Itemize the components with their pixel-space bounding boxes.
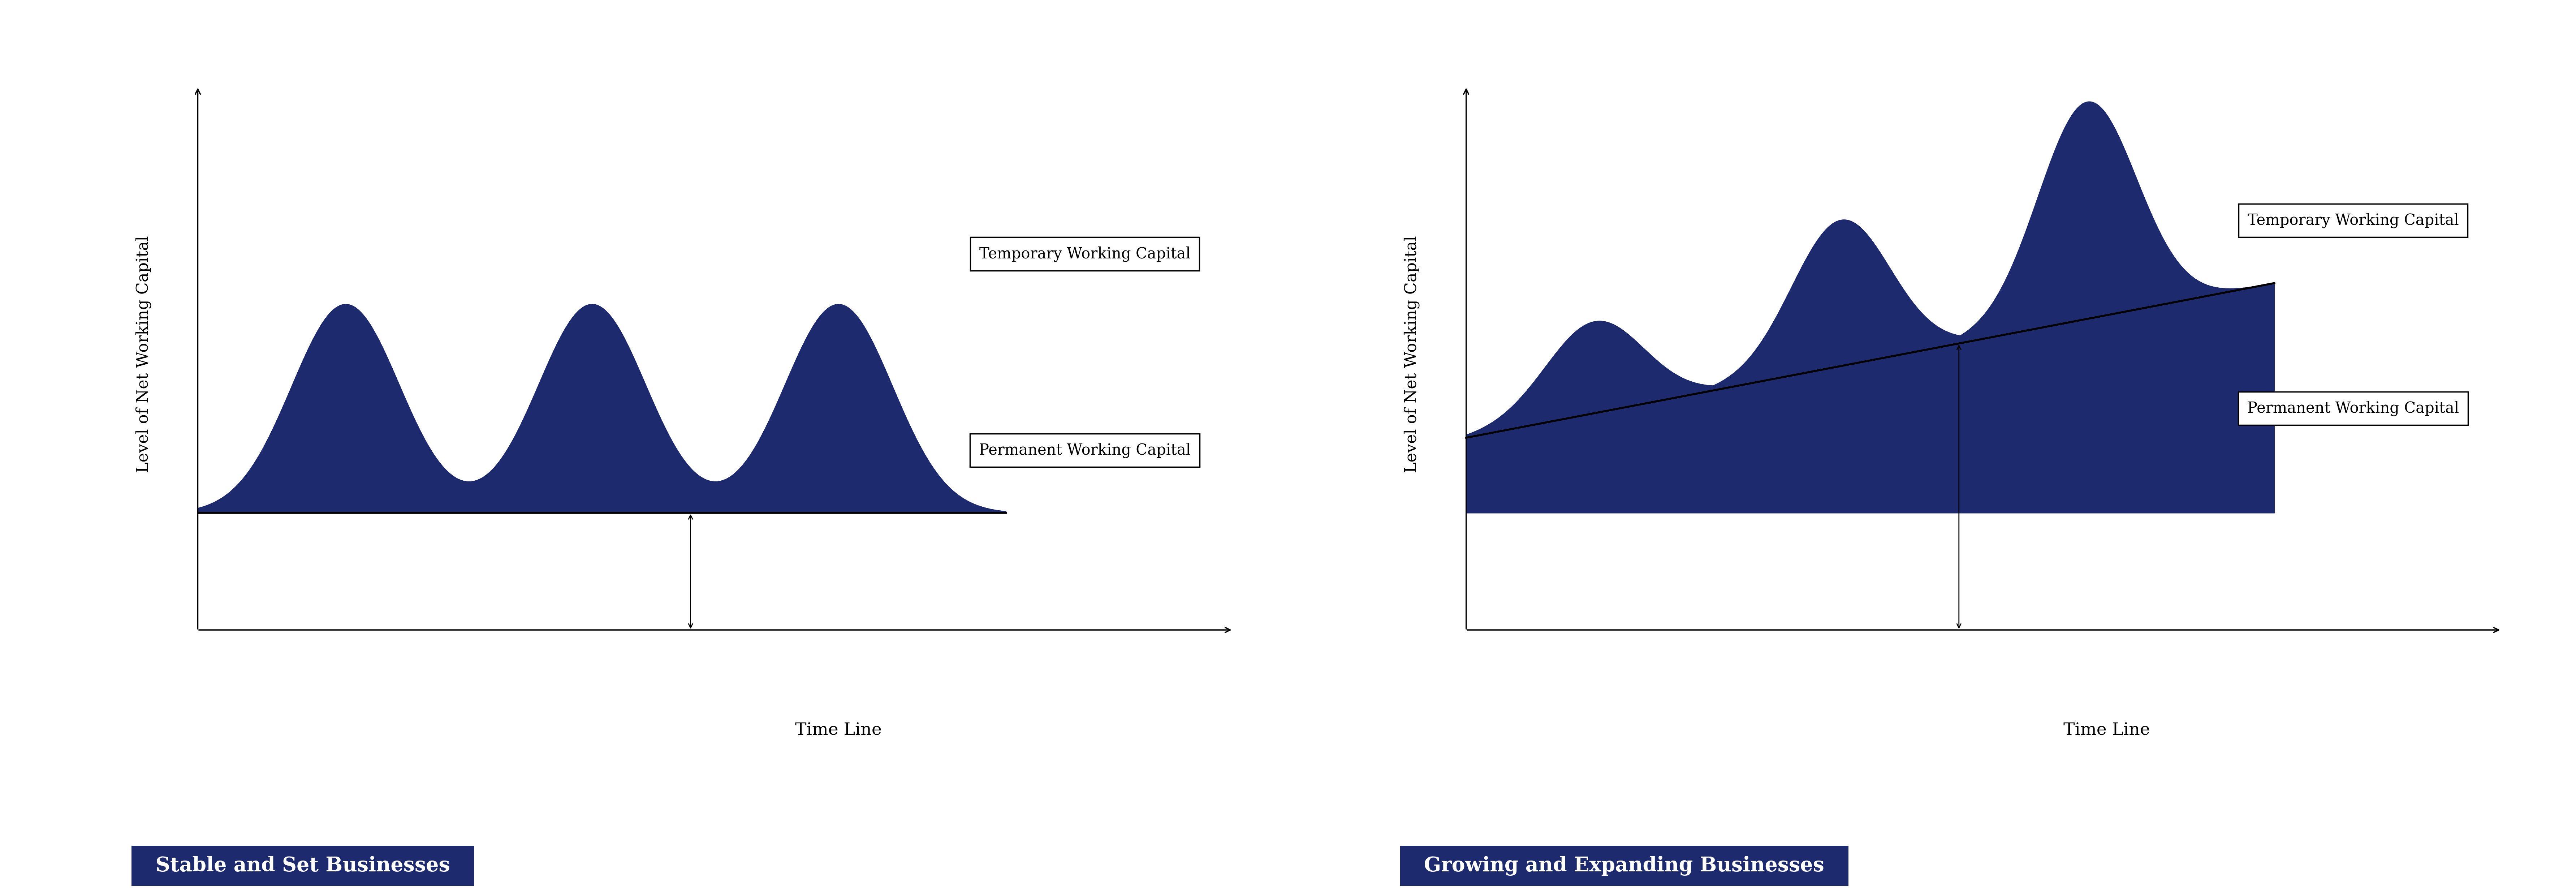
Text: Temporary Working Capital: Temporary Working Capital	[2246, 213, 2458, 228]
Text: Time Line: Time Line	[796, 722, 881, 739]
Text: Permanent Working Capital: Permanent Working Capital	[979, 442, 1190, 458]
Text: Level of Net Working Capital: Level of Net Working Capital	[137, 235, 152, 472]
Text: Temporary Working Capital: Temporary Working Capital	[979, 246, 1190, 262]
Text: Stable and Set Businesses: Stable and Set Businesses	[142, 856, 464, 876]
Text: Level of Net Working Capital: Level of Net Working Capital	[1404, 235, 1419, 472]
Text: Growing and Expanding Businesses: Growing and Expanding Businesses	[1409, 856, 1839, 876]
Text: Permanent Working Capital: Permanent Working Capital	[2246, 400, 2460, 416]
Text: Time Line: Time Line	[2063, 722, 2151, 739]
